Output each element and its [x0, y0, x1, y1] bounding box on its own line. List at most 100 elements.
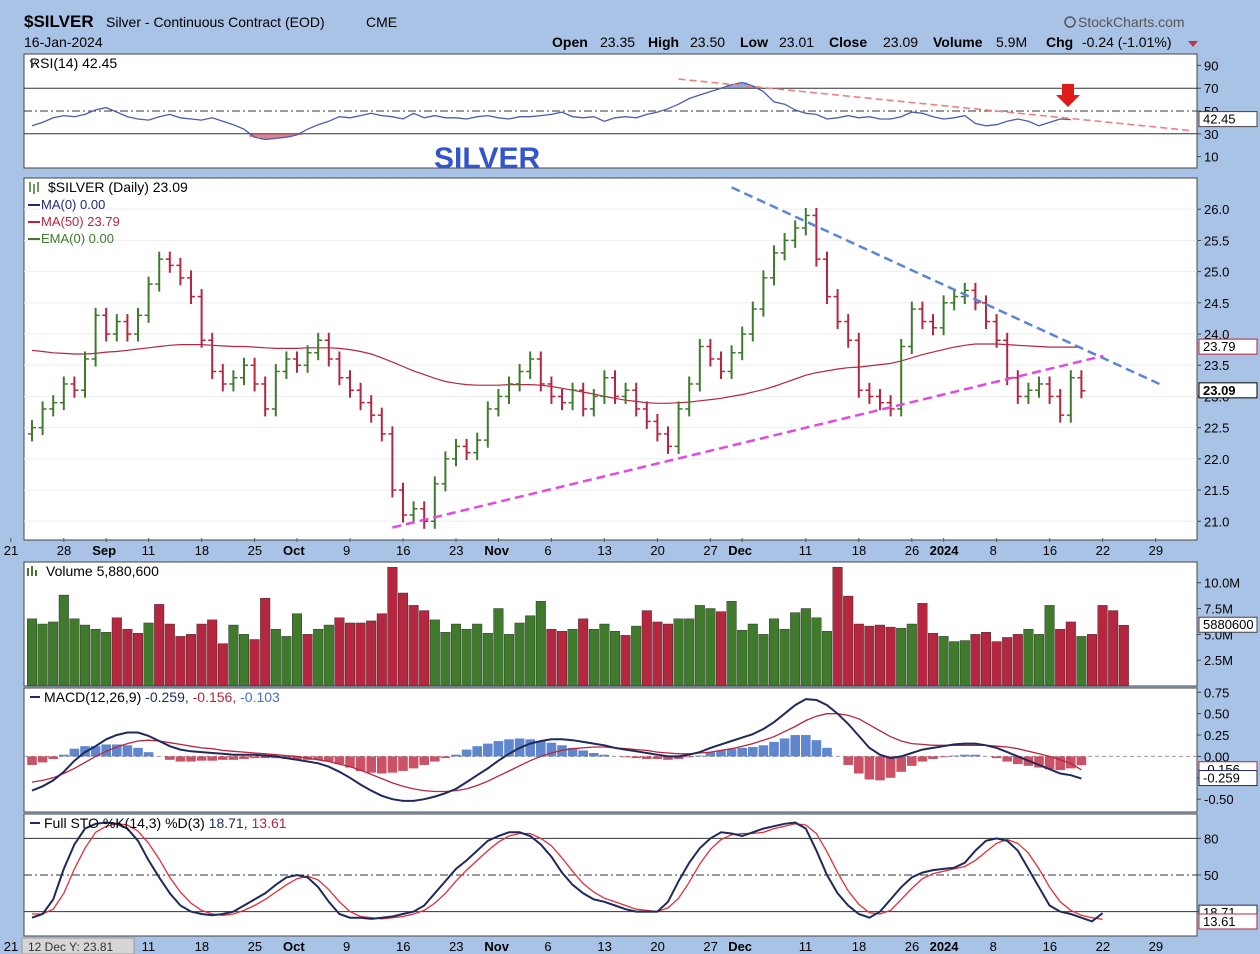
macd-histogram-bar [536, 741, 546, 757]
volume-bar [228, 624, 239, 687]
macd-axis-tick-label: 0.50 [1204, 707, 1229, 722]
volume-bar [408, 605, 419, 687]
price-bars-icon [29, 182, 39, 194]
volume-bar [302, 634, 313, 687]
x-axis-label-bottom: 27 [703, 939, 717, 954]
price-bar [176, 257, 185, 286]
x-axis-label-bottom: 8 [990, 939, 997, 954]
price-bar [770, 245, 778, 286]
volume-bar [292, 613, 303, 687]
x-axis-label: 20 [650, 543, 664, 558]
volume-bar [461, 628, 472, 687]
exchange-label: CME [366, 14, 397, 30]
x-axis-label-bottom: 29 [1149, 939, 1163, 954]
price-axis-tick-label: 24.0 [1204, 327, 1229, 342]
brand-icon [1064, 16, 1076, 28]
volume-bar [345, 622, 356, 687]
price-bar [441, 451, 450, 492]
macd-histogram-bar [949, 755, 959, 757]
price-bar [939, 295, 948, 336]
price-bar [1035, 376, 1043, 398]
price-bar [918, 301, 927, 330]
volume-bar [885, 626, 896, 687]
sto-axis-tick-label: 80 [1204, 831, 1218, 846]
price-axis-tick-label: 24.5 [1204, 296, 1229, 311]
volume-bar [1097, 605, 1108, 687]
price-bar [187, 270, 195, 305]
volume-bar [663, 623, 674, 687]
price-bar [674, 401, 683, 454]
macd-histogram-bar [377, 756, 387, 774]
volume-bar [514, 622, 525, 687]
volume-bar [790, 612, 801, 687]
macd-histogram-bar [451, 754, 461, 757]
x-axis-label: 6 [544, 543, 551, 558]
x-axis-label-bottom: 20 [650, 939, 664, 954]
price-bar [738, 326, 747, 361]
volume-bar [48, 621, 59, 687]
macd-histogram-bar [525, 739, 535, 757]
x-axis-label: 16 [1043, 543, 1057, 558]
price-bar [812, 207, 821, 267]
price-bar [102, 307, 111, 342]
volume-bar [652, 621, 663, 687]
chg-value: -0.24 (-1.01%) [1082, 34, 1171, 50]
macd-histogram-bar [673, 756, 684, 759]
price-bar [505, 376, 513, 404]
volume-bar [1012, 634, 1023, 687]
macd-histogram-bar [1002, 756, 1012, 762]
macd-histogram-bar [960, 754, 970, 757]
x-axis-label: 11 [142, 543, 156, 558]
price-bar [695, 339, 704, 392]
macd-histogram-bar [334, 756, 345, 765]
close-label: Close [829, 34, 867, 50]
volume-bar [567, 628, 578, 687]
price-bar [28, 420, 36, 442]
price-bar [335, 351, 344, 386]
macd-histogram-bar [748, 747, 758, 757]
volume-bar [726, 601, 737, 687]
price-bar [208, 332, 217, 379]
x-axis-label-bottom: 16 [1043, 939, 1057, 954]
volume-bar [578, 618, 589, 687]
volume-bar [535, 601, 546, 687]
macd-histogram-bar [843, 756, 853, 765]
price-bar [144, 276, 153, 323]
price-bar [632, 382, 641, 417]
macd-histogram-bar [430, 756, 440, 762]
macd-histogram-bar [69, 748, 80, 757]
macd-histogram-bar [801, 735, 811, 757]
price-bar [399, 482, 407, 523]
x-axis-label: 18 [195, 543, 209, 558]
volume-bar [419, 610, 430, 687]
volume-bar [249, 639, 260, 687]
price-bar [229, 370, 238, 392]
price-bar [833, 289, 842, 330]
macd-histogram-bar [483, 743, 493, 757]
price-bar [844, 314, 853, 348]
volume-bar [196, 623, 207, 687]
macd-histogram-bar [907, 756, 917, 766]
macd-histogram-bar [663, 756, 673, 760]
macd-histogram-bar [1013, 756, 1023, 765]
price-bar [483, 401, 492, 448]
ma50-last-label: 23.79 [1203, 339, 1236, 354]
price-axis-tick-label: 22.5 [1204, 421, 1229, 436]
x-axis-label: Dec [728, 543, 752, 558]
price-bar [558, 388, 566, 411]
macd-histogram-bar [133, 747, 143, 757]
macd-histogram-bar [642, 756, 652, 759]
x-axis-label: 28 [57, 543, 71, 558]
price-bar [59, 376, 68, 411]
macd-histogram-bar [917, 756, 928, 762]
macd-histogram-bar [472, 746, 482, 757]
ohlc-readout: Open 23.35 High 23.50 Low 23.01 Close 23… [552, 34, 1198, 50]
volume-bar [673, 618, 684, 687]
volume-bar [779, 628, 790, 687]
volume-bar [1033, 634, 1044, 687]
macd-histogram-bar [239, 756, 249, 759]
price-bar [1024, 382, 1033, 404]
volume-bar [832, 566, 843, 687]
volume-bar [1118, 625, 1129, 687]
price-bar [950, 289, 959, 311]
